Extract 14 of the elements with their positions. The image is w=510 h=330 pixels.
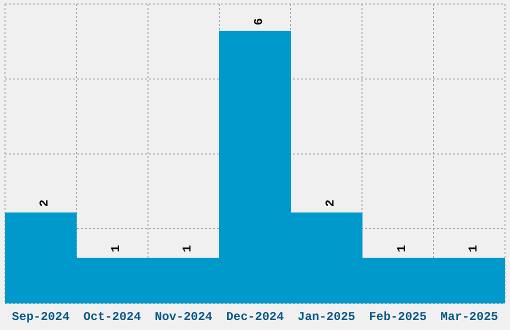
x-tick-label: Sep-2024 [12, 310, 70, 324]
x-tick-label: Nov-2024 [154, 310, 212, 324]
data-label: 2 [38, 200, 52, 207]
data-label: 2 [323, 200, 338, 207]
data-label: 1 [466, 245, 480, 252]
x-tick-label: Mar-2025 [440, 310, 498, 324]
data-label: 1 [109, 245, 124, 252]
x-tick-label: Feb-2025 [369, 310, 427, 324]
x-tick-label: Jan-2025 [298, 310, 356, 324]
data-label: 1 [394, 245, 409, 252]
data-label: 6 [252, 18, 266, 26]
x-tick-label: Dec-2024 [226, 310, 284, 324]
x-tick-label: Oct-2024 [83, 310, 141, 324]
data-label: 1 [180, 245, 195, 252]
